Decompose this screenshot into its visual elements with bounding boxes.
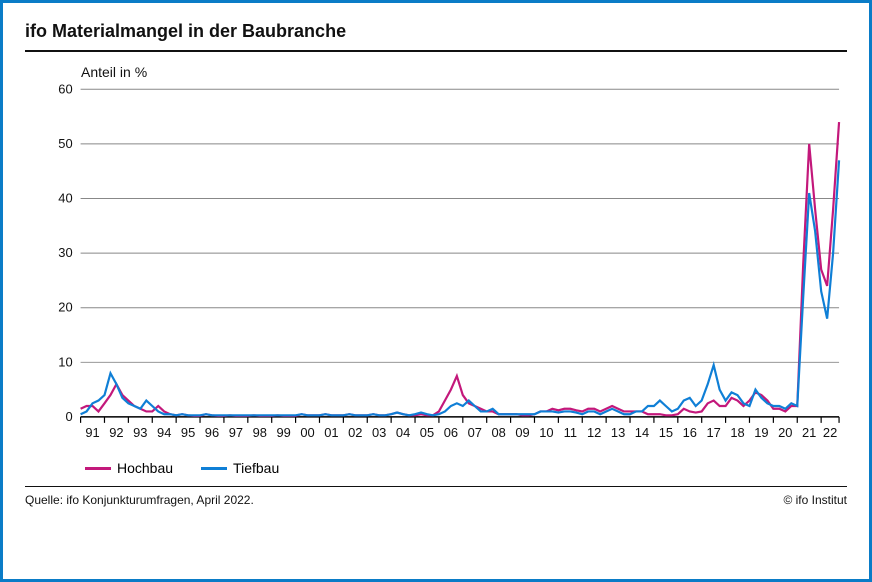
y-tick-label: 20 (58, 300, 72, 315)
x-tick-label: 02 (348, 425, 362, 440)
x-tick-label: 11 (564, 425, 577, 440)
x-tick-label: 08 (491, 425, 505, 440)
copyright-text: © ifo Institut (783, 493, 847, 507)
x-tick-label: 94 (157, 425, 171, 440)
y-tick-label: 40 (58, 190, 72, 205)
x-tick-label: 19 (754, 425, 768, 440)
chart-area: Anteil in % 0102030405060919293949596979… (25, 58, 847, 478)
y-tick-label: 50 (58, 136, 72, 151)
legend: Hochbau Tiefbau (85, 460, 279, 476)
x-tick-label: 97 (229, 425, 243, 440)
x-tick-label: 15 (659, 425, 673, 440)
x-tick-label: 07 (468, 425, 482, 440)
legend-label: Hochbau (117, 460, 173, 476)
legend-swatch (85, 467, 111, 470)
x-tick-label: 10 (539, 425, 553, 440)
x-tick-label: 99 (276, 425, 290, 440)
chart-frame: ifo Materialmangel in der Baubranche Ant… (0, 0, 872, 582)
y-tick-label: 10 (58, 354, 72, 369)
x-tick-label: 21 (802, 425, 816, 440)
x-tick-label: 18 (730, 425, 744, 440)
x-tick-label: 09 (515, 425, 529, 440)
x-tick-label: 06 (444, 425, 458, 440)
legend-item-tiefbau: Tiefbau (201, 460, 279, 476)
x-tick-label: 14 (635, 425, 649, 440)
legend-item-hochbau: Hochbau (85, 460, 173, 476)
x-tick-label: 00 (300, 425, 314, 440)
y-tick-label: 60 (58, 81, 72, 96)
chart-title: ifo Materialmangel in der Baubranche (25, 21, 847, 52)
x-tick-label: 03 (372, 425, 386, 440)
y-tick-label: 30 (58, 245, 72, 260)
x-tick-label: 98 (253, 425, 267, 440)
x-tick-label: 04 (396, 425, 410, 440)
x-tick-label: 17 (706, 425, 720, 440)
x-tick-label: 22 (823, 425, 837, 440)
footer: Quelle: ifo Konjunkturumfragen, April 20… (25, 486, 847, 507)
legend-label: Tiefbau (233, 460, 279, 476)
x-tick-label: 20 (778, 425, 792, 440)
x-tick-label: 13 (611, 425, 625, 440)
chart-svg: 0 10 20 30 40 50 60 91 92 93 94 95 96 97 98 99 00 01 02 03 0… (25, 58, 847, 478)
source-text: Quelle: ifo Konjunkturumfragen, April 20… (25, 493, 254, 507)
x-tick-label: 12 (587, 425, 601, 440)
x-tick-label: 05 (420, 425, 434, 440)
x-tick-label: 91 (85, 425, 99, 440)
legend-swatch (201, 467, 227, 470)
y-tick-label: 0 (65, 409, 72, 424)
x-tick-label: 92 (109, 425, 123, 440)
x-tick-label: 93 (133, 425, 147, 440)
series-hochbau (81, 122, 839, 416)
x-tick-label: 95 (181, 425, 195, 440)
x-tick-label: 01 (324, 425, 338, 440)
x-tick-label: 16 (683, 425, 697, 440)
x-tick-label: 96 (205, 425, 219, 440)
